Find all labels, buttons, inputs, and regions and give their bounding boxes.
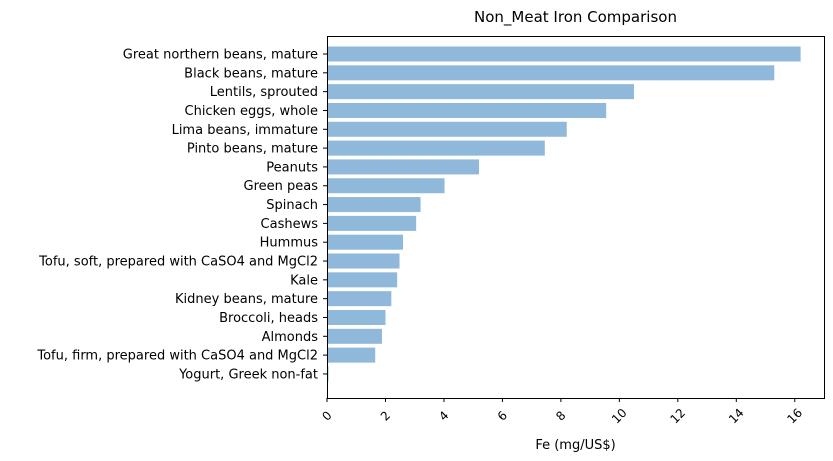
bar — [327, 121, 567, 137]
category-label: Kale — [290, 273, 318, 288]
bar — [327, 159, 480, 175]
bar — [327, 309, 386, 325]
bars-group — [327, 46, 801, 382]
x-tick-label: 2 — [378, 408, 393, 423]
x-tick-label: 8 — [553, 408, 568, 423]
category-label: Hummus — [260, 236, 319, 251]
category-label: Green peas — [244, 179, 319, 194]
category-label: Pinto beans, mature — [187, 142, 318, 157]
plot-frame — [327, 36, 825, 399]
bar — [327, 84, 634, 100]
category-label: Cashews — [261, 217, 319, 232]
x-tick-label: 6 — [495, 408, 510, 423]
category-label: Spinach — [266, 198, 318, 213]
bar — [327, 140, 545, 156]
bar — [327, 65, 775, 81]
category-label: Lentils, sprouted — [210, 85, 318, 100]
category-label: Yogurt, Greek non-fat — [178, 367, 318, 382]
chart-title: Non_Meat Iron Comparison — [474, 8, 677, 27]
bar — [327, 102, 607, 118]
bar — [327, 215, 417, 231]
category-label: Kidney beans, mature — [175, 292, 318, 307]
category-label: Tofu, soft, prepared with CaSO4 and MgCl… — [38, 255, 318, 270]
category-label: Broccoli, heads — [219, 311, 318, 326]
category-labels-group: Great northern beans, mature Black beans,… — [36, 48, 327, 382]
category-label: Chicken eggs, whole — [185, 104, 319, 119]
bar — [327, 347, 376, 363]
x-ticks-group: 0 2 4 6 8 10 12 14 16 — [319, 398, 805, 426]
bar — [327, 253, 400, 269]
category-label: Black beans, mature — [184, 66, 318, 81]
x-tick-label: 16 — [784, 406, 805, 427]
bar — [327, 272, 398, 288]
x-tick-label: 4 — [436, 408, 451, 423]
bar — [327, 234, 404, 250]
x-tick-label: 10 — [609, 406, 630, 427]
x-tick-label: 12 — [667, 406, 688, 427]
category-label: Great northern beans, mature — [123, 48, 318, 63]
category-label: Peanuts — [266, 160, 318, 175]
x-axis-label: Fe (mg/US$) — [535, 438, 615, 453]
category-label: Lima beans, immature — [172, 123, 318, 138]
bar — [327, 178, 445, 194]
x-tick-label: 14 — [726, 406, 747, 427]
bar — [327, 328, 382, 344]
bar — [327, 46, 801, 62]
bar — [327, 197, 421, 213]
category-label: Tofu, firm, prepared with CaSO4 and MgCl… — [36, 349, 318, 364]
x-tick-label: 0 — [319, 408, 334, 423]
category-label: Almonds — [262, 330, 319, 345]
bar — [327, 291, 392, 307]
